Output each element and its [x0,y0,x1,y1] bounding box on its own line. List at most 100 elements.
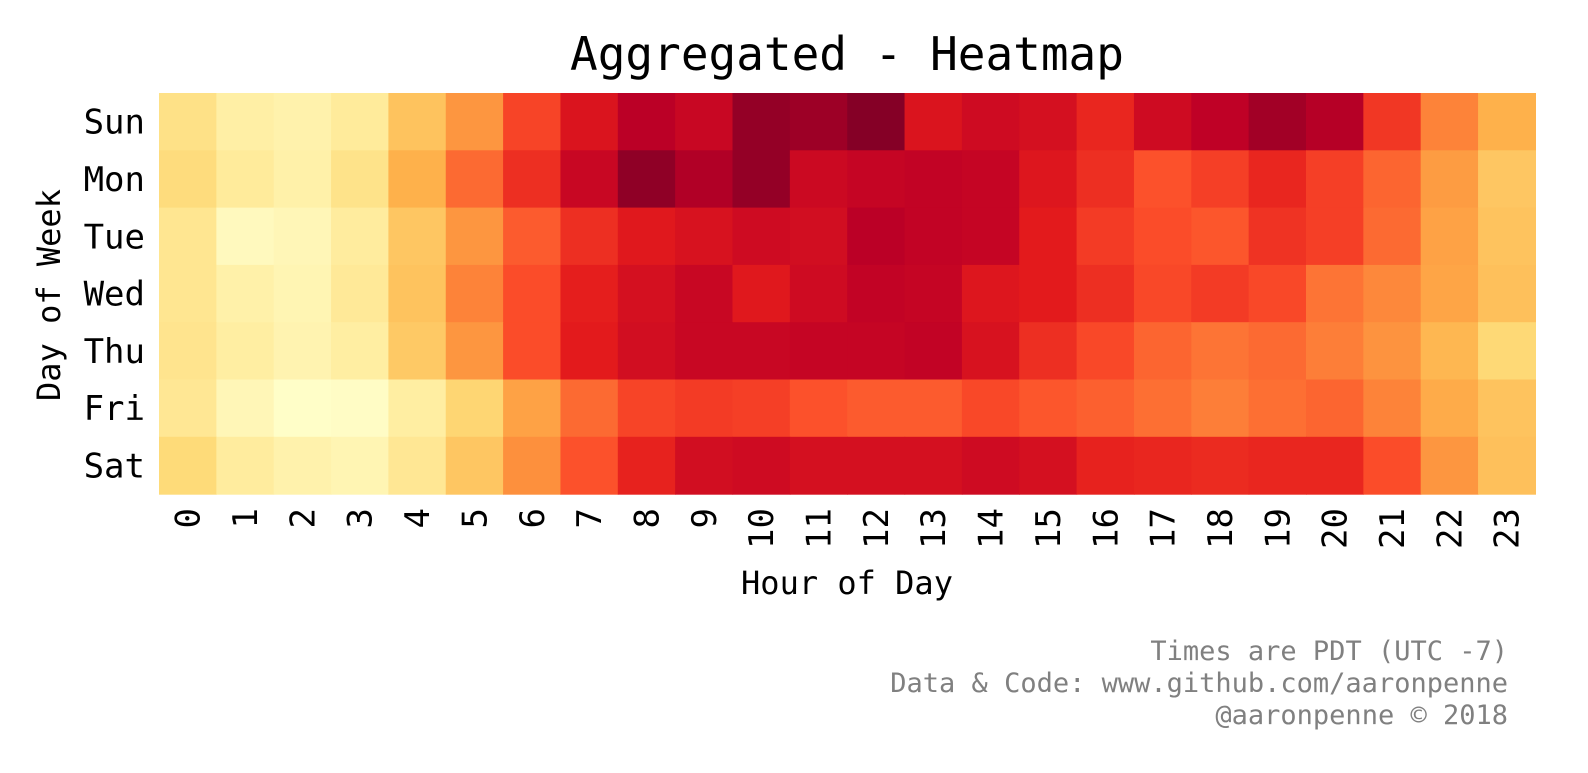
heatmap-cell [1191,436,1250,495]
heatmap-cell [1191,93,1250,151]
heatmap-cell [1248,150,1307,209]
heatmap-cell [789,264,848,323]
heatmap-cell [503,207,562,266]
heatmap-cell [617,264,676,323]
copyright-note: @aaronpenne © 2018 [1215,700,1508,731]
heatmap-cell [216,379,275,438]
heatmap-cell [331,322,389,381]
heatmap-cell [617,322,676,381]
chart-title: Aggregated - Heatmap [570,27,1124,81]
heatmap-cell [961,93,1020,151]
heatmap-cell [1420,207,1479,266]
heatmap-cell [675,150,734,209]
heatmap-cell [560,93,619,151]
heatmap-cell [617,207,676,266]
heatmap-cell [961,379,1020,438]
heatmap-cell [789,150,848,209]
heatmap-cell [732,322,791,381]
heatmap-cell [159,207,217,266]
heatmap-cell [675,207,734,266]
heatmap-cell [331,379,389,438]
heatmap-cell [216,207,275,266]
y-tick-label: Tue [84,217,145,257]
heatmap-cell [503,379,562,438]
heatmap-cell [216,436,275,495]
heatmap-cell [1306,322,1364,381]
heatmap-cell [1363,436,1422,495]
heatmap-cell [904,207,963,266]
heatmap-cell [388,150,447,209]
heatmap-cell [1248,436,1307,495]
y-tick-label: Mon [84,160,145,200]
heatmap-cell [216,150,275,209]
heatmap-cell [159,322,217,381]
x-tick-label: 3 [341,508,381,528]
heatmap-cell [617,150,676,209]
x-tick-label: 2 [283,508,323,528]
heatmap-cell [1191,264,1250,323]
heatmap-cell [1076,264,1135,323]
heatmap-cell [1306,264,1364,323]
heatmap-cell [1076,436,1135,495]
heatmap-cell [961,264,1020,323]
x-tick-label: 22 [1430,508,1470,549]
heatmap-cell [732,150,791,209]
heatmap-cell [388,93,447,151]
heatmap-cell [388,207,447,266]
heatmap-cell [1133,150,1192,209]
heatmap-cell [560,150,619,209]
heatmap-cell [732,207,791,266]
heatmap-cell [273,436,332,495]
heatmap-cell [216,93,275,151]
heatmap-cell [1019,93,1078,151]
heatmap-cell [847,322,906,381]
x-tick-label: 9 [685,508,725,528]
heatmap-cell [1019,207,1078,266]
heatmap-cell [675,379,734,438]
heatmap-cell [675,93,734,151]
heatmap-cell [1363,379,1422,438]
heatmap-cell [159,93,217,151]
heatmap-cell [1191,207,1250,266]
heatmap-cell [1248,93,1307,151]
x-tick-label: 6 [513,508,553,528]
heatmap-cell [159,379,217,438]
x-tick-label: 23 [1488,508,1528,549]
x-tick-label: 19 [1258,508,1298,549]
heatmap-cell [1363,264,1422,323]
heatmap-cell [1420,150,1479,209]
heatmap-cell [388,322,447,381]
heatmap-cell [445,322,504,381]
heatmap-cell [388,379,447,438]
heatmap-cell [273,379,332,438]
y-tick-label: Wed [84,275,145,315]
heatmap-cell [159,150,217,209]
heatmap-cell [1133,322,1192,381]
heatmap-cell [216,264,275,323]
heatmap-cell [1420,322,1479,381]
heatmap-cell [1478,207,1536,266]
heatmap-cell [1363,150,1422,209]
heatmap-cell [159,436,217,495]
heatmap-cell [789,379,848,438]
x-tick-label: 13 [914,508,954,549]
x-tick-label: 15 [1029,508,1069,549]
heatmap-cell [1019,436,1078,495]
heatmap-cell [617,436,676,495]
heatmap-cell [1420,436,1479,495]
heatmap-cell [732,93,791,151]
heatmap-cell [1306,436,1364,495]
x-tick-label: 7 [570,508,610,528]
x-tick-label: 8 [627,508,667,528]
heatmap-cell [273,207,332,266]
x-tick-label: 16 [1086,508,1126,549]
heatmap-cell [503,150,562,209]
heatmap-cell [904,264,963,323]
heatmap-cell [1363,322,1422,381]
heatmap-cell [1478,436,1536,495]
heatmap-cell [503,322,562,381]
heatmap-cell [388,436,447,495]
y-tick-label: Sun [84,103,145,143]
heatmap-cell [388,264,447,323]
y-tick-label: Fri [84,389,145,429]
